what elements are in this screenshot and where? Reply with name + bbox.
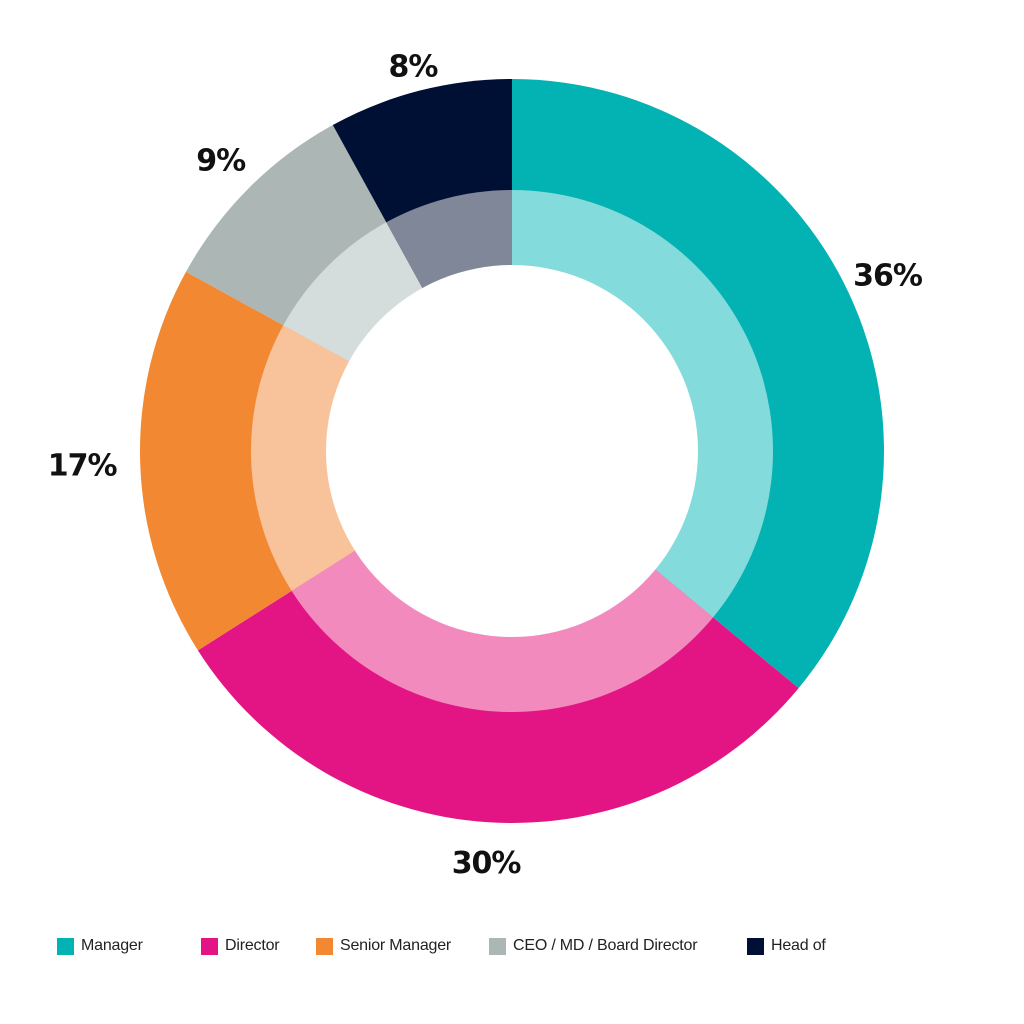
legend-swatch [57, 937, 74, 955]
legend: Manager Director Senior Manager CEO / MD / … [0, 934, 1024, 958]
legend-label: Manager [81, 937, 143, 954]
data-label-manager: 36% [853, 258, 923, 293]
legend-label: CEO / MD / Board Director [513, 937, 698, 954]
legend-swatch [489, 937, 506, 955]
legend-item-head-of: Head of [747, 934, 826, 958]
legend-swatch [316, 937, 333, 955]
data-label-ceo-md-board-director: 9% [196, 144, 246, 179]
legend-label: Head of [771, 937, 826, 954]
legend-swatch [201, 937, 218, 955]
legend-item-manager: Manager [57, 934, 143, 958]
legend-item-ceo-md-board-director: CEO / MD / Board Director [489, 934, 698, 958]
data-label-director: 30% [452, 846, 522, 881]
center-hole [326, 265, 698, 637]
data-label-head-of: 8% [389, 50, 439, 85]
legend-label: Director [225, 937, 280, 954]
legend-item-director: Director [201, 934, 280, 958]
data-label-senior-manager: 17% [48, 449, 118, 484]
data-labels: 36% 30% 17% 9% 8% [48, 50, 924, 882]
legend-label: Senior Manager [340, 937, 452, 954]
legend-swatch [747, 937, 764, 955]
legend-item-senior-manager: Senior Manager [316, 934, 451, 958]
